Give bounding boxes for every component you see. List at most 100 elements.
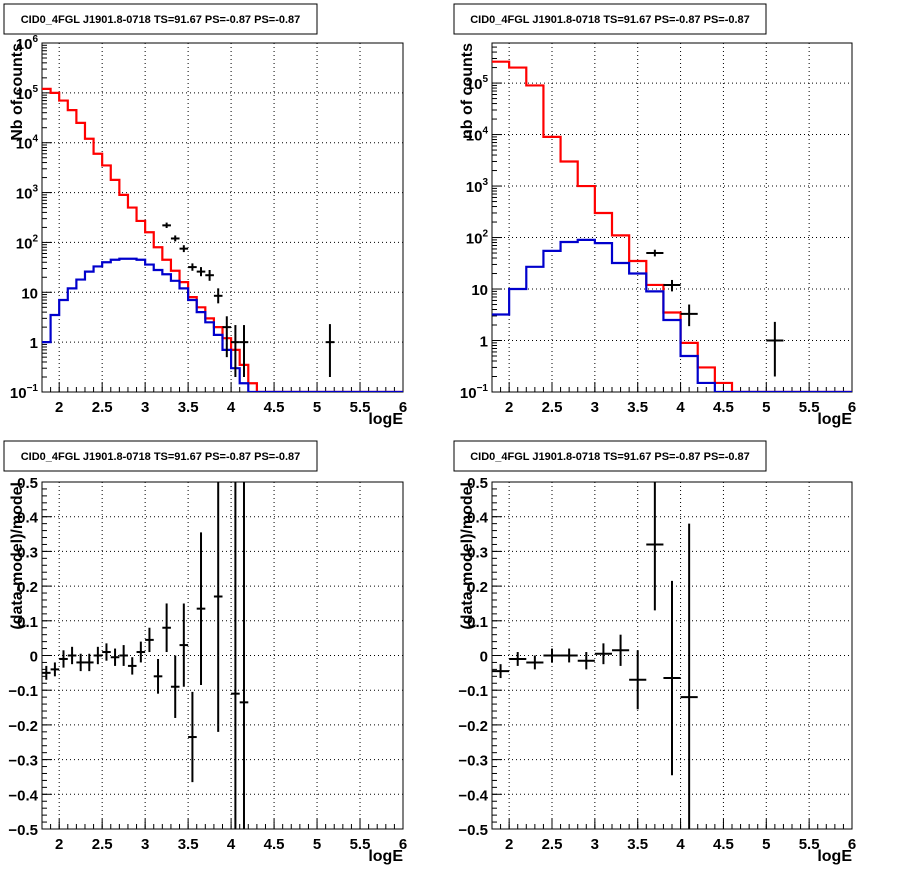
x-tick-label: 5.5 — [799, 399, 820, 416]
data-point — [93, 646, 103, 665]
data-point — [612, 634, 630, 666]
y-tick-label: 1 — [480, 334, 488, 351]
y-tick-label: 0.5 — [467, 475, 488, 492]
x-tick-label: 5.5 — [350, 836, 371, 853]
x-tick-label: 4.5 — [264, 399, 285, 416]
y-tick-label: 0.1 — [467, 614, 488, 631]
x-tick-label: 5.5 — [350, 399, 371, 416]
x-tick-label: 4.5 — [264, 836, 285, 853]
y-tick-label: 102 — [466, 229, 489, 248]
data-point — [127, 657, 137, 675]
histogram-series-2 — [492, 238, 852, 392]
data-point — [188, 691, 197, 783]
data-point — [543, 648, 561, 663]
plot-frame — [491, 42, 853, 393]
data-point — [509, 652, 527, 666]
data-point — [59, 650, 68, 668]
data-point — [231, 325, 240, 377]
title-box — [453, 440, 767, 472]
data-point — [196, 532, 206, 685]
data-point — [162, 222, 171, 228]
data-point — [153, 658, 163, 694]
x-tick-label: 2.5 — [542, 399, 563, 416]
data-point — [239, 325, 249, 377]
data-point — [680, 304, 698, 327]
y-tick-label: 0.5 — [17, 475, 38, 492]
data-point — [67, 646, 77, 665]
data-point — [222, 316, 232, 358]
x-tick-label: 4 — [227, 399, 236, 416]
y-tick-label: 10−1 — [460, 383, 489, 402]
chart-title: CID0_4FGL J1901.8-0718 TS=91.67 PS=-0.87… — [470, 451, 750, 463]
data-point — [205, 269, 214, 281]
x-tick-label: 6 — [848, 836, 856, 853]
data-point — [76, 653, 85, 672]
x-axis-title: logE — [368, 411, 403, 428]
data-point — [136, 641, 146, 663]
y-tick-label: −0.2 — [8, 718, 38, 735]
y-tick-label: −0.4 — [458, 787, 488, 804]
data-point — [629, 650, 647, 710]
data-point — [646, 249, 664, 257]
y-tick-label: −0.3 — [458, 753, 488, 770]
x-tick-label: 3.5 — [178, 836, 199, 853]
y-tick-label: 0 — [30, 649, 38, 666]
x-tick-label: 5 — [762, 399, 770, 416]
x-axis-title: logE — [368, 848, 403, 865]
data-point — [577, 652, 595, 670]
x-tick-label: 5 — [313, 399, 321, 416]
y-tick-label: 10 — [471, 282, 488, 299]
y-tick-label: 0.2 — [17, 579, 38, 596]
x-tick-label: 2 — [55, 836, 63, 853]
x-tick-label: 2 — [505, 836, 513, 853]
data-point — [213, 288, 223, 304]
data-point — [110, 648, 120, 666]
y-tick-label: 103 — [16, 184, 39, 203]
x-tick-label: 3.5 — [178, 399, 199, 416]
x-tick-label: 2.5 — [92, 399, 113, 416]
data-point — [179, 603, 189, 687]
data-point — [50, 662, 60, 677]
y-tick-label: 103 — [466, 177, 489, 196]
chart-title: CID0_4FGL J1901.8-0718 TS=91.67 PS=-0.87… — [21, 14, 301, 26]
x-tick-label: 6 — [399, 836, 407, 853]
data-point — [766, 321, 784, 377]
y-tick-label: 105 — [16, 84, 39, 103]
x-tick-label: 5.5 — [799, 836, 820, 853]
chart-pad-1: CID0_4FGL J1901.8-0718 TS=91.67 PS=-0.87… — [3, 3, 407, 428]
data-point — [42, 665, 51, 680]
y-tick-label: 106 — [16, 34, 39, 53]
data-point — [680, 523, 698, 829]
data-point — [231, 482, 240, 829]
data-point — [526, 655, 544, 670]
x-tick-label: 5 — [313, 836, 321, 853]
y-tick-label: 0.4 — [17, 510, 39, 527]
data-point — [170, 235, 180, 242]
y-tick-label: −0.5 — [8, 822, 38, 839]
x-tick-label: 4.5 — [713, 836, 734, 853]
histogram-series-2 — [42, 257, 403, 392]
title-box — [3, 3, 318, 35]
histogram-series-1 — [492, 60, 852, 392]
y-tick-label: −0.5 — [458, 822, 488, 839]
data-point — [325, 324, 335, 377]
y-tick-label: 10 — [21, 285, 38, 302]
y-axis-title: nb of counts — [459, 43, 476, 139]
data-point — [663, 580, 681, 776]
y-tick-label: 1 — [30, 335, 38, 352]
x-tick-label: 3 — [591, 399, 599, 416]
data-point — [646, 482, 664, 611]
x-tick-label: 6 — [399, 399, 407, 416]
data-point — [188, 263, 197, 271]
y-tick-label: 0.4 — [467, 510, 489, 527]
x-axis-title: logE — [817, 848, 852, 865]
plot-area — [42, 482, 249, 829]
x-tick-label: 4 — [676, 836, 685, 853]
data-point — [119, 645, 128, 666]
title-box — [3, 440, 318, 472]
plot-area — [492, 482, 698, 829]
chart-title: CID0_4FGL J1901.8-0718 TS=91.67 PS=-0.87… — [470, 14, 750, 26]
x-tick-label: 3 — [141, 399, 149, 416]
y-tick-label: 0.1 — [17, 614, 38, 631]
